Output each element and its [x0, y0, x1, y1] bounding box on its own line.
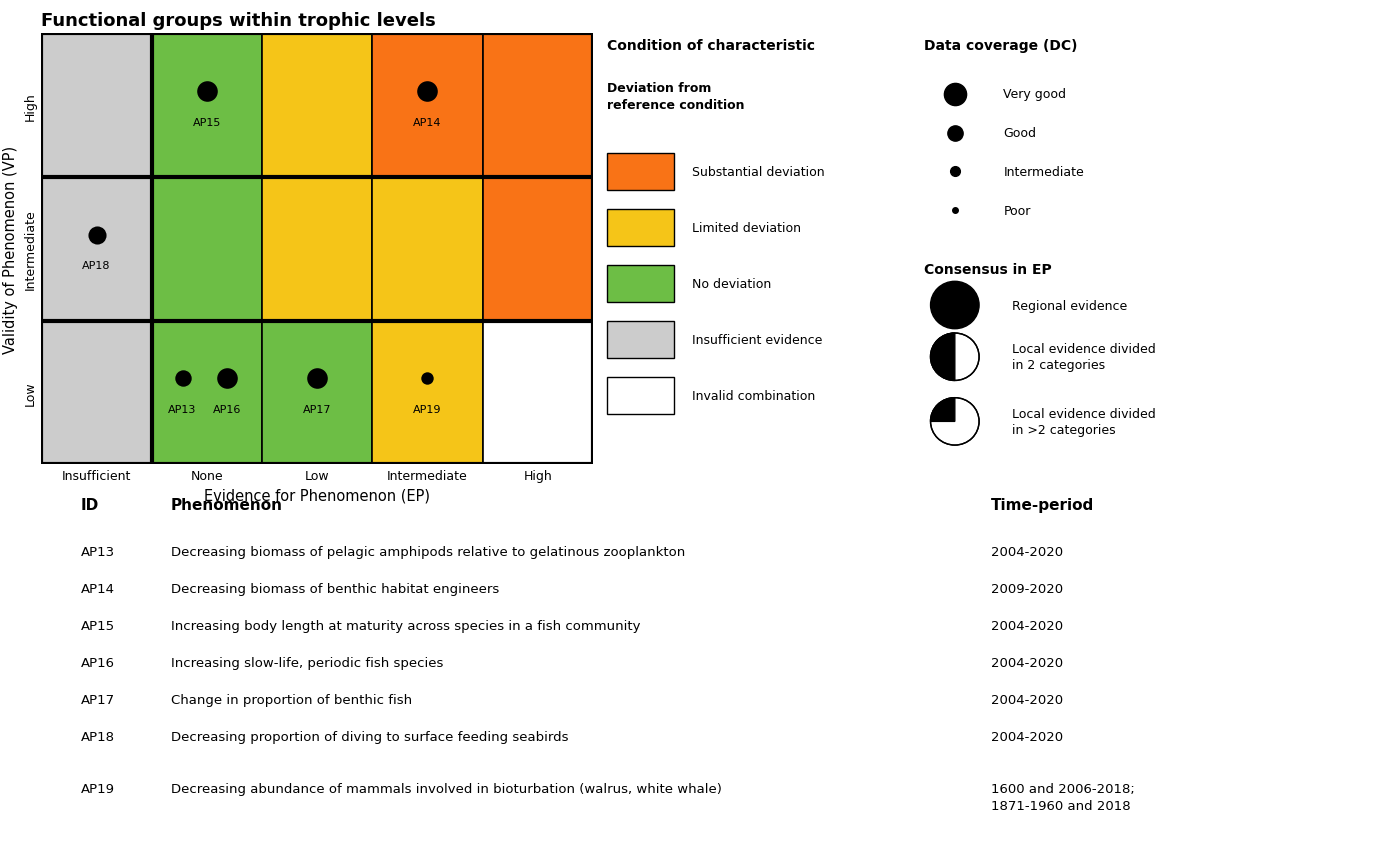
- Text: Condition of characteristic: Condition of characteristic: [607, 39, 815, 53]
- Text: No deviation: No deviation: [692, 277, 771, 291]
- Text: Poor: Poor: [1004, 204, 1030, 218]
- Bar: [262, 34, 372, 178]
- Text: Phenomenon: Phenomenon: [171, 497, 283, 512]
- Text: Deviation from
reference condition: Deviation from reference condition: [607, 82, 745, 112]
- Text: Local evidence divided
in >2 categories: Local evidence divided in >2 categories: [1012, 407, 1156, 437]
- Text: Local evidence divided
in 2 categories: Local evidence divided in 2 categories: [1012, 343, 1156, 372]
- Bar: [483, 34, 593, 178]
- Text: 2009-2020: 2009-2020: [992, 582, 1063, 595]
- Bar: [372, 321, 483, 465]
- Text: AP17: AP17: [81, 693, 114, 706]
- Text: Decreasing proportion of diving to surface feeding seabirds: Decreasing proportion of diving to surfa…: [171, 730, 568, 743]
- Point: [85, 228, 108, 242]
- Bar: [152, 178, 262, 321]
- Circle shape: [931, 398, 979, 445]
- Wedge shape: [931, 334, 954, 381]
- Text: AP17: AP17: [303, 405, 331, 415]
- Text: 1600 and 2006-2018;
1871-1960 and 2018: 1600 and 2006-2018; 1871-1960 and 2018: [992, 782, 1135, 812]
- Bar: [152, 34, 262, 178]
- Text: Functional groups within trophic levels: Functional groups within trophic levels: [41, 12, 436, 30]
- FancyBboxPatch shape: [607, 322, 673, 358]
- Bar: [41, 178, 152, 321]
- Text: Substantial deviation: Substantial deviation: [692, 165, 825, 179]
- Bar: [483, 321, 593, 465]
- Text: 2004-2020: 2004-2020: [992, 545, 1063, 558]
- Text: AP13: AP13: [81, 545, 114, 558]
- FancyBboxPatch shape: [607, 210, 673, 246]
- Point: [215, 372, 237, 386]
- Text: Decreasing biomass of benthic habitat engineers: Decreasing biomass of benthic habitat en…: [171, 582, 499, 595]
- Point: [416, 85, 439, 99]
- Bar: [41, 34, 152, 178]
- Text: Very good: Very good: [1004, 88, 1066, 102]
- Bar: [152, 321, 262, 465]
- FancyBboxPatch shape: [607, 154, 673, 190]
- Point: [196, 85, 218, 99]
- Text: AP14: AP14: [81, 582, 114, 595]
- Text: Time-period: Time-period: [992, 497, 1095, 512]
- Text: AP19: AP19: [414, 405, 441, 415]
- Point: [171, 372, 193, 386]
- Text: Regional evidence: Regional evidence: [1012, 299, 1128, 313]
- Bar: [483, 178, 593, 321]
- Bar: [372, 34, 483, 178]
- Point: [306, 372, 328, 386]
- Text: AP15: AP15: [193, 118, 221, 127]
- FancyBboxPatch shape: [607, 266, 673, 302]
- Text: AP15: AP15: [81, 619, 114, 632]
- Wedge shape: [931, 398, 954, 422]
- Y-axis label: Validity of Phenomenon (VP): Validity of Phenomenon (VP): [3, 146, 18, 354]
- Bar: [262, 178, 372, 321]
- Text: Data coverage (DC): Data coverage (DC): [924, 39, 1077, 53]
- FancyBboxPatch shape: [607, 378, 673, 414]
- Bar: [41, 321, 152, 465]
- Text: Good: Good: [1004, 127, 1037, 140]
- Text: AP19: AP19: [81, 782, 114, 795]
- Text: Invalid combination: Invalid combination: [692, 389, 815, 403]
- X-axis label: Evidence for Phenomenon (EP): Evidence for Phenomenon (EP): [204, 488, 430, 504]
- Text: AP18: AP18: [81, 730, 114, 743]
- Circle shape: [931, 333, 979, 381]
- Text: AP14: AP14: [414, 118, 441, 127]
- Text: Limited deviation: Limited deviation: [692, 221, 801, 235]
- Text: Change in proportion of benthic fish: Change in proportion of benthic fish: [171, 693, 412, 706]
- Text: Consensus in EP: Consensus in EP: [924, 263, 1052, 276]
- Circle shape: [931, 282, 979, 330]
- Text: 2004-2020: 2004-2020: [992, 730, 1063, 743]
- Point: [416, 372, 439, 386]
- Text: 2004-2020: 2004-2020: [992, 619, 1063, 632]
- Text: AP18: AP18: [83, 261, 110, 271]
- Text: Decreasing abundance of mammals involved in bioturbation (walrus, white whale): Decreasing abundance of mammals involved…: [171, 782, 721, 795]
- Text: 2004-2020: 2004-2020: [992, 656, 1063, 669]
- Bar: [262, 321, 372, 465]
- Text: AP16: AP16: [212, 405, 241, 415]
- Text: AP13: AP13: [168, 405, 197, 415]
- Text: Insufficient evidence: Insufficient evidence: [692, 333, 822, 347]
- Text: Increasing body length at maturity across species in a fish community: Increasing body length at maturity acros…: [171, 619, 640, 632]
- Text: Intermediate: Intermediate: [1004, 165, 1084, 179]
- Text: Increasing slow-life, periodic fish species: Increasing slow-life, periodic fish spec…: [171, 656, 443, 669]
- Text: AP16: AP16: [81, 656, 114, 669]
- Text: Decreasing biomass of pelagic amphipods relative to gelatinous zooplankton: Decreasing biomass of pelagic amphipods …: [171, 545, 685, 558]
- Text: 2004-2020: 2004-2020: [992, 693, 1063, 706]
- Text: ID: ID: [81, 497, 99, 512]
- Bar: [372, 178, 483, 321]
